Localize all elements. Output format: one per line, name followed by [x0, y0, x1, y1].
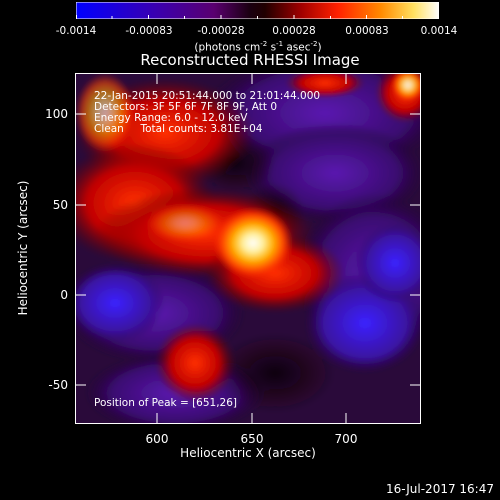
x-tick-label-600: 600	[145, 432, 169, 446]
axis-ticks	[75, 73, 421, 424]
colorbar-ticks	[76, 15, 439, 19]
plot-title: Reconstructed RHESSI Image	[140, 51, 360, 69]
colorbar	[76, 2, 439, 19]
y-tick-label-minus50: -50	[48, 378, 68, 392]
x-axis-label: Heliocentric X (arcsec)	[180, 446, 316, 460]
colorbar-unit-label: (photons cm-2 s-1 asec-2)	[194, 40, 322, 54]
info-time-range: 22-Jan-2015 20:51:44.000 to 21:01:44.000	[94, 90, 321, 102]
render-timestamp: 16-Jul-2017 16:47	[385, 482, 494, 496]
colorbar-tick-label-5: 0.00083	[345, 25, 389, 37]
colorbar-tick-label-1: -0.0014	[55, 25, 97, 37]
y-tick-label-0: 0	[60, 288, 68, 302]
info-clean-counts: Clean Total counts: 3.81E+04	[94, 123, 263, 135]
plot-area	[75, 73, 421, 424]
rhessi-image	[75, 73, 421, 424]
info-detectors: Detectors: 3F 5F 6F 7F 8F 9F, Att 0	[94, 101, 278, 113]
y-tick-label-50: 50	[52, 198, 68, 212]
x-tick-label-650: 650	[240, 432, 264, 446]
x-tick-label-700: 700	[334, 432, 358, 446]
colorbar-tick-label-6: 0.0014	[420, 25, 458, 37]
colorbar-tick-label-4: 0.00028	[272, 25, 316, 37]
y-tick-label-100: 100	[45, 107, 68, 121]
emission-map	[75, 73, 421, 424]
info-energy-range: Energy Range: 6.0 - 12.0 keV	[94, 112, 248, 124]
colorbar-tick-label-2: -0.00083	[125, 25, 173, 37]
y-axis-label: Heliocentric Y (arcsec)	[16, 180, 30, 316]
colorbar-tick-label-3: -0.00028	[197, 25, 245, 37]
peak-position-label: Position of Peak = [651,26]	[94, 397, 238, 409]
